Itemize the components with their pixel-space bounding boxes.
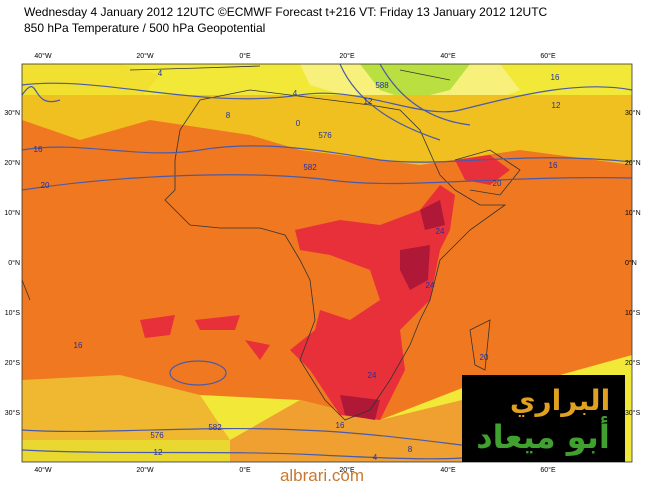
lat-label: 10°N (4, 209, 20, 217)
isoline (21, 82, 633, 113)
map (21, 63, 633, 463)
contour-label: 576 (318, 131, 332, 140)
contour-label: 576 (150, 431, 164, 440)
logo: البراري أبو ميعاد (462, 375, 625, 462)
contour-label: 16 (74, 341, 83, 350)
contour-label: 24 (436, 227, 445, 236)
lon-label: 0°E (239, 52, 251, 60)
contour-label: 8 (408, 445, 413, 454)
contour-label: 4 (373, 453, 378, 462)
lon-label: 20°W (136, 466, 154, 474)
coastline (21, 89, 507, 421)
hot-core (455, 155, 510, 185)
coastline (129, 65, 521, 371)
contour-label: 12 (552, 101, 561, 110)
contour-label: 582 (303, 163, 317, 172)
contour-label: 20 (41, 181, 50, 190)
isoline (21, 145, 633, 163)
lon-label: 60°E (540, 466, 556, 474)
contour-label: 4 (293, 89, 298, 98)
contour-label: 20 (480, 353, 489, 362)
south-region (22, 440, 230, 462)
isoline (21, 63, 471, 141)
contour-label: 12 (364, 97, 373, 106)
lon-label: 20°E (339, 466, 355, 474)
logo-text: البراري (510, 384, 610, 417)
contour-label: 4 (158, 69, 163, 78)
logo-text: أبو ميعاد (476, 416, 610, 456)
contour-label: 12 (154, 448, 163, 457)
hot-band (22, 120, 632, 420)
lon-label: 60°E (540, 52, 556, 60)
isoline (21, 449, 463, 460)
cold-region (360, 64, 470, 100)
south-region (22, 375, 230, 445)
contour-label: 16 (551, 73, 560, 82)
contour-label: 16 (549, 161, 558, 170)
contour-label: 588 (375, 81, 389, 90)
hot-core (140, 315, 270, 360)
lat-label: 20°N (4, 159, 20, 167)
lat-label: 20°N (625, 159, 641, 167)
isoline (21, 427, 463, 446)
lon-label: 40°E (440, 466, 456, 474)
contour-label: 20 (493, 179, 502, 188)
lat-label: 10°S (5, 309, 21, 317)
contour-label: 582 (208, 423, 222, 432)
title-line: Wednesday 4 January 2012 12UTC ©ECMWF Fo… (24, 5, 548, 19)
lon-label: 20°W (136, 52, 154, 60)
lon-label: 40°W (34, 52, 52, 60)
isoline (21, 174, 633, 191)
contour-label: 16 (336, 421, 345, 430)
subtitle-line: 850 hPa Temperature / 500 hPa Geopotenti… (24, 21, 265, 35)
lat-label: 0°N (8, 259, 20, 267)
lat-label: 20°S (625, 359, 641, 367)
labels: 40°W 40°W 20°W 20°W 0°E 0°E 20°E 20°E 40°E 40°E 60… (4, 52, 640, 474)
lat-label: 30°N (4, 109, 20, 117)
footer: albrari.com (280, 466, 364, 485)
contour-label: 24 (426, 281, 435, 290)
hottest-core (340, 200, 445, 420)
lat-label: 30°S (625, 409, 641, 417)
lon-label: 40°E (440, 52, 456, 60)
hot-core (290, 185, 455, 420)
isoline (169, 360, 227, 386)
contour-label: 24 (368, 371, 377, 380)
map-frame (21, 63, 633, 463)
lat-label: 10°S (625, 309, 641, 317)
south-region (230, 400, 462, 462)
contour-label: 8 (226, 111, 231, 120)
logo-box (462, 375, 625, 462)
lon-label: 40°W (34, 466, 52, 474)
lat-label: 0°N (625, 259, 637, 267)
contour-label: 16 (34, 145, 43, 154)
lat-label: 30°S (5, 409, 21, 417)
lat-label: 20°S (5, 359, 21, 367)
lon-label: 0°E (239, 466, 251, 474)
contour-label: 0 (296, 119, 301, 128)
lat-label: 10°N (625, 209, 641, 217)
lat-label: 30°N (625, 109, 641, 117)
lon-label: 20°E (339, 52, 355, 60)
